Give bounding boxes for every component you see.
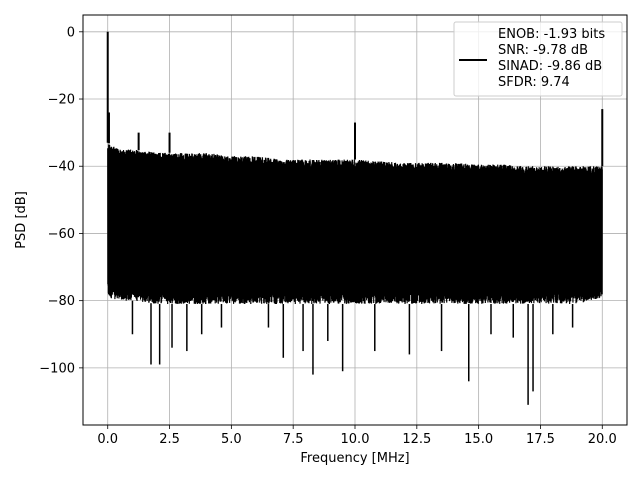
x-tick-label: 5.0 [221, 432, 242, 447]
y-tick-label: −60 [48, 227, 75, 242]
y-axis-label: PSD [dB] [14, 191, 29, 249]
legend-text-enob: ENOB: -1.93 bits [498, 27, 605, 42]
legend: ENOB: -1.93 bits SNR: -9.78 dB SINAD: -9… [453, 21, 623, 97]
psd-series [106, 31, 604, 405]
y-tick-label: −80 [48, 294, 75, 309]
x-tick-label: 17.5 [526, 432, 555, 447]
legend-box [453, 21, 623, 97]
x-tick-label: 12.5 [402, 432, 431, 447]
legend-text-sfdr: SFDR: 9.74 [498, 75, 570, 90]
legend-text-sinad: SINAD: -9.86 dB [498, 59, 602, 74]
y-tick-label: −20 [48, 93, 75, 108]
y-tick-label: 0 [67, 25, 75, 40]
x-tick-label: 7.5 [283, 432, 304, 447]
x-tick-label: 20.0 [588, 432, 617, 447]
y-tick-label: −100 [39, 361, 75, 376]
ticks: 0.0 2.5 5.0 7.5 10.0 12.5 15.0 17.5 20.0 0 −20 −40 −… [39, 25, 616, 447]
x-tick-label: 2.5 [159, 432, 180, 447]
y-tick-label: −40 [48, 160, 75, 175]
x-axis-label: Frequency [MHz] [300, 451, 409, 466]
legend-text-snr: SNR: -9.78 dB [498, 43, 588, 58]
x-tick-label: 0.0 [97, 432, 118, 447]
x-tick-label: 10.0 [341, 432, 370, 447]
x-tick-label: 15.0 [464, 432, 493, 447]
psd-noise-trace [107, 144, 603, 305]
